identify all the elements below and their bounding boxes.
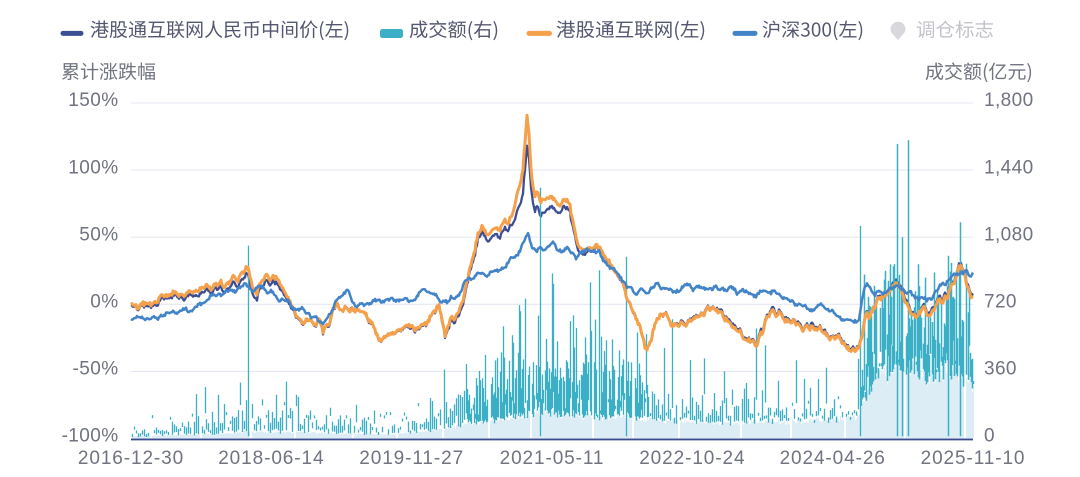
svg-text:-100%: -100%: [62, 426, 119, 447]
svg-text:1,800: 1,800: [984, 90, 1034, 111]
svg-text:2018-06-14: 2018-06-14: [218, 448, 324, 469]
svg-text:720: 720: [984, 292, 1017, 313]
svg-text:150%: 150%: [68, 90, 118, 111]
svg-text:2021-05-11: 2021-05-11: [500, 448, 605, 469]
svg-text:2022-10-24: 2022-10-24: [639, 448, 745, 469]
svg-text:1,080: 1,080: [984, 224, 1034, 245]
svg-text:100%: 100%: [68, 157, 118, 178]
svg-text:1,440: 1,440: [984, 157, 1034, 178]
svg-text:0%: 0%: [90, 292, 118, 313]
svg-text:2016-12-30: 2016-12-30: [78, 448, 184, 469]
svg-text:2024-04-26: 2024-04-26: [780, 448, 886, 469]
svg-text:360: 360: [984, 359, 1017, 380]
svg-text:0: 0: [984, 426, 995, 447]
svg-text:-50%: -50%: [73, 359, 119, 380]
svg-text:50%: 50%: [79, 224, 118, 245]
svg-text:2019-11-27: 2019-11-27: [359, 448, 464, 469]
svg-text:2025-11-10: 2025-11-10: [921, 448, 1026, 469]
